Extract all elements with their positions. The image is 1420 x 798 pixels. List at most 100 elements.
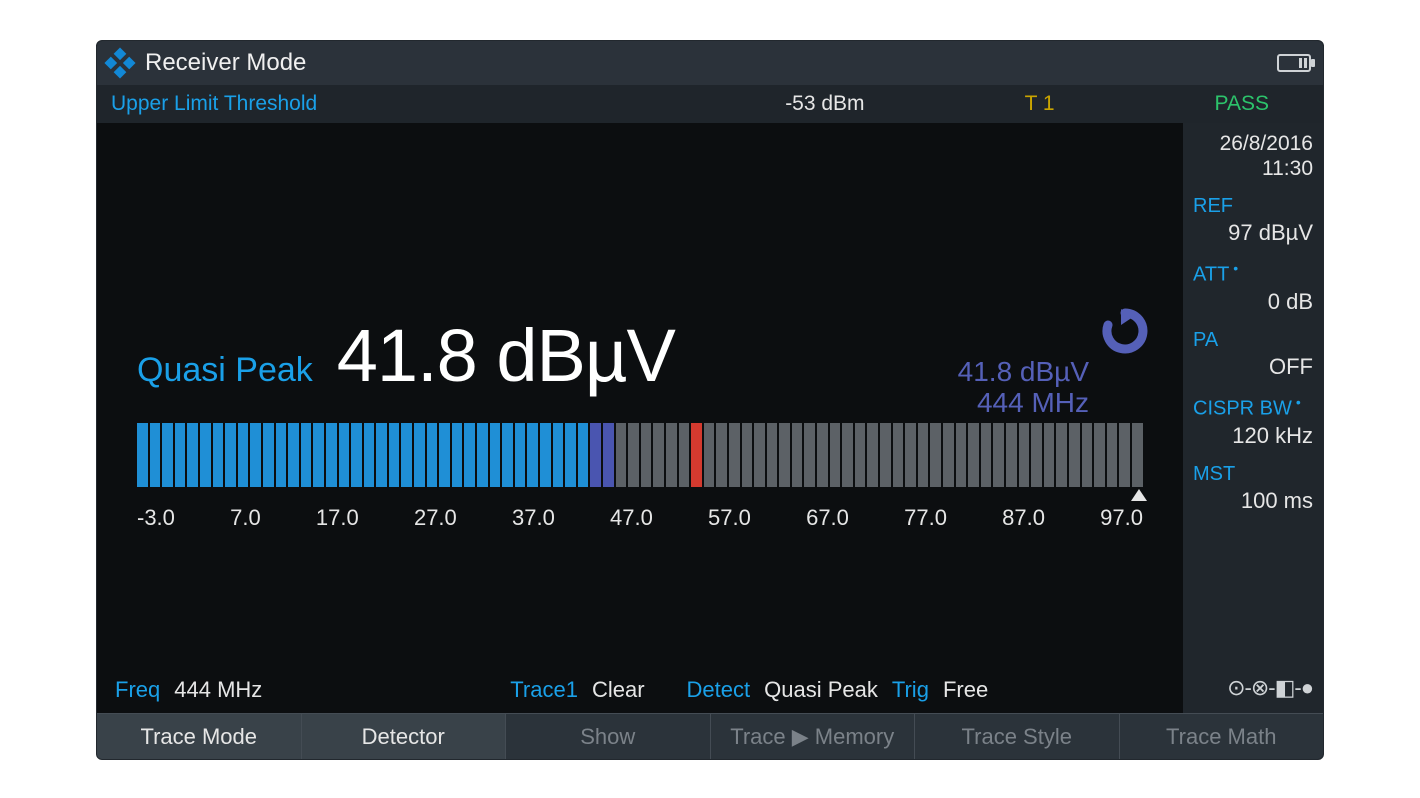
- bargraph-segment: [565, 423, 576, 487]
- bargraph-segment: [742, 423, 753, 487]
- att-value: 0 dB: [1193, 289, 1313, 315]
- bargraph-segment: [1094, 423, 1105, 487]
- ref-label: REF: [1193, 195, 1313, 218]
- bargraph-segment: [313, 423, 324, 487]
- refresh-icon[interactable]: [1101, 307, 1149, 355]
- tick-label: 77.0: [904, 505, 947, 531]
- ref-value: 97 dBµV: [1193, 220, 1313, 246]
- bargraph-segment: [842, 423, 853, 487]
- bargraph-ticks: -3.07.017.027.037.047.057.067.077.087.09…: [137, 505, 1143, 531]
- tick-label: 57.0: [708, 505, 751, 531]
- bargraph-segment: [918, 423, 929, 487]
- bargraph-segment: [943, 423, 954, 487]
- bargraph-segment: [276, 423, 287, 487]
- time: 11:30: [1262, 157, 1313, 180]
- bargraph-segment: [981, 423, 992, 487]
- bargraph-segment: [364, 423, 375, 487]
- titlebar: Receiver Mode: [97, 41, 1323, 85]
- trig-value: Free: [943, 677, 988, 703]
- date: 26/8/2016: [1220, 132, 1313, 155]
- bargraph-segment: [527, 423, 538, 487]
- mst-label: MST: [1193, 463, 1313, 486]
- bargraph-segment: [905, 423, 916, 487]
- bargraph-segment: [616, 423, 627, 487]
- bargraph: -3.07.017.027.037.047.057.067.077.087.09…: [137, 423, 1143, 531]
- tick-label: 97.0: [1100, 505, 1143, 531]
- sidebar-cispr-bw[interactable]: CISPR BW 120 kHz: [1193, 394, 1313, 449]
- bargraph-segment: [1044, 423, 1055, 487]
- tick-label: 27.0: [414, 505, 457, 531]
- bargraph-segment: [1056, 423, 1067, 487]
- datetime: 26/8/2016 11:30: [1193, 131, 1313, 181]
- bargraph-segment: [1019, 423, 1030, 487]
- sidebar-pa[interactable]: PA OFF: [1193, 329, 1313, 380]
- bargraph-segment: [339, 423, 350, 487]
- bargraph-segment: [817, 423, 828, 487]
- primary-reading: Quasi Peak 41.8 dBµV 41.8 dBµV 444 MHz: [137, 313, 1143, 419]
- bargraph-segment: [376, 423, 387, 487]
- bargraph-segment: [830, 423, 841, 487]
- bargraph-segment: [691, 423, 702, 487]
- trig-label: Trig: [892, 677, 929, 703]
- tick-label: -3.0: [137, 505, 175, 531]
- bargraph-segment: [439, 423, 450, 487]
- bargraph-segment: [502, 423, 513, 487]
- tick-label: 7.0: [230, 505, 261, 531]
- bargraph-segment: [225, 423, 236, 487]
- freq-label: Freq: [115, 677, 160, 703]
- bargraph-segment: [452, 423, 463, 487]
- info-bar: Upper Limit Threshold -53 dBm T 1 PASS: [97, 85, 1323, 123]
- tick-label: 87.0: [1002, 505, 1045, 531]
- bargraph-segment: [1119, 423, 1130, 487]
- bargraph-segment: [326, 423, 337, 487]
- bargraph-segment: [540, 423, 551, 487]
- tick-label: 67.0: [806, 505, 849, 531]
- bargraph-segment: [301, 423, 312, 487]
- bargraph-segment: [1006, 423, 1017, 487]
- tick-label: 37.0: [512, 505, 555, 531]
- pa-label: PA: [1193, 329, 1313, 352]
- trace-value: Clear: [592, 677, 645, 703]
- bargraph-segment: [187, 423, 198, 487]
- bargraph-segment: [729, 423, 740, 487]
- stored-value: 41.8 dBµV: [958, 356, 1089, 387]
- bargraph-segment: [263, 423, 274, 487]
- limit-status: PASS: [1215, 92, 1269, 116]
- limit-value: -53 dBm: [785, 92, 864, 116]
- signal-chain-icon: ⊙-⊗-◧-●: [1193, 675, 1313, 705]
- bargraph-segment: [993, 423, 1004, 487]
- bargraph-segment: [880, 423, 891, 487]
- bargraph-segment: [200, 423, 211, 487]
- sidebar-ref[interactable]: REF 97 dBµV: [1193, 195, 1313, 246]
- bargraph-segment: [250, 423, 261, 487]
- detect-value: Quasi Peak: [764, 677, 878, 703]
- bargraph-segment: [893, 423, 904, 487]
- status-line: Freq 444 MHz Trace1 Clear Detect Quasi P…: [115, 677, 1165, 703]
- bargraph-segment: [477, 423, 488, 487]
- stored-freq: 444 MHz: [977, 387, 1089, 418]
- bargraph-segment: [553, 423, 564, 487]
- mst-value: 100 ms: [1193, 488, 1313, 514]
- bargraph-segment: [401, 423, 412, 487]
- measurement-area: Quasi Peak 41.8 dBµV 41.8 dBµV 444 MHz -…: [97, 123, 1183, 713]
- softkey-detector[interactable]: Detector: [302, 714, 507, 759]
- bargraph-segment: [590, 423, 601, 487]
- detector-label: Quasi Peak: [137, 351, 313, 390]
- bargraph-segment: [490, 423, 501, 487]
- sidebar: 26/8/2016 11:30 REF 97 dBµV ATT 0 dB PA …: [1183, 123, 1323, 713]
- bargraph-segment: [855, 423, 866, 487]
- bargraph-segment: [956, 423, 967, 487]
- bargraph-segment: [1107, 423, 1118, 487]
- bargraph-segment: [150, 423, 161, 487]
- bargraph-segment: [351, 423, 362, 487]
- bargraph-segment: [930, 423, 941, 487]
- tick-label: 47.0: [610, 505, 653, 531]
- softkey-trace-mode[interactable]: Trace Mode: [97, 714, 302, 759]
- sidebar-mst[interactable]: MST 100 ms: [1193, 463, 1313, 514]
- bargraph-segment: [767, 423, 778, 487]
- pa-value: OFF: [1193, 354, 1313, 380]
- bargraph-segment: [389, 423, 400, 487]
- bargraph-segment: [1082, 423, 1093, 487]
- trace-label: Trace1: [510, 677, 578, 703]
- sidebar-att[interactable]: ATT 0 dB: [1193, 260, 1313, 315]
